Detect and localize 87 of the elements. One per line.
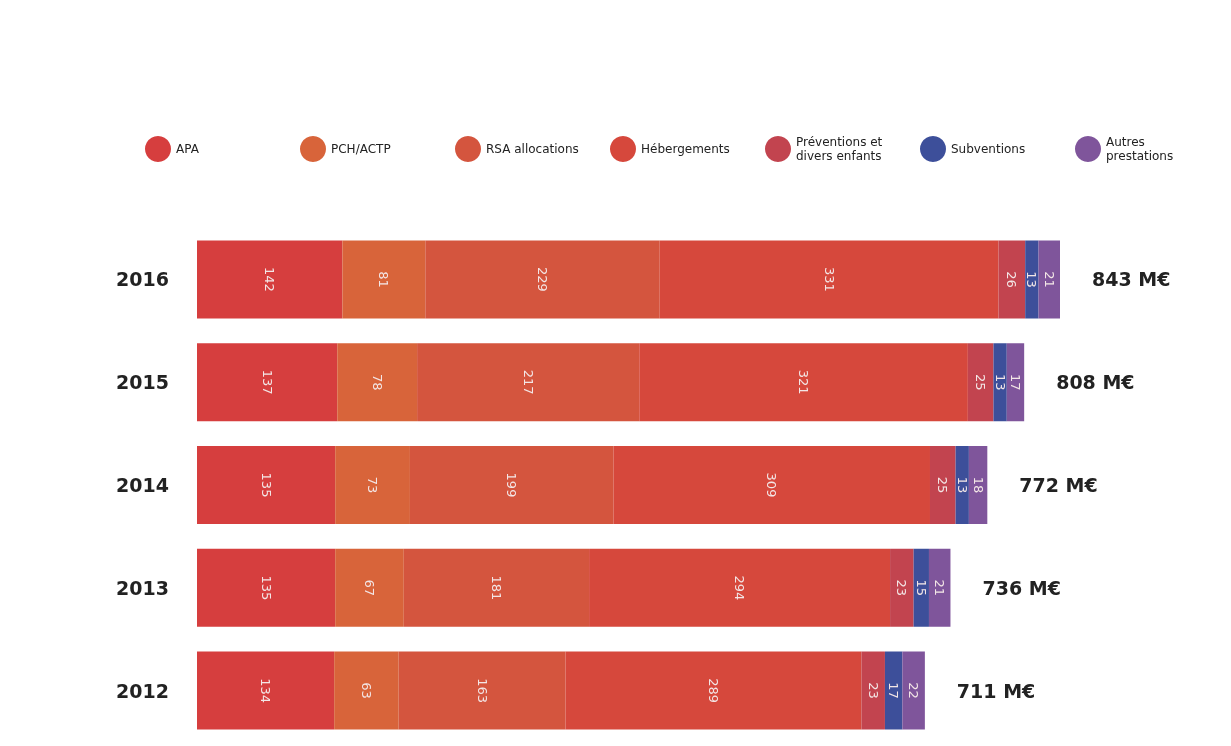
y-tick-label: 2015 [116,371,169,394]
bar [589,548,891,627]
bar [993,343,1007,422]
legend-label: RSA allocations [486,142,579,156]
bar [890,548,914,627]
bar [335,548,404,627]
data-label: 135 [258,472,274,498]
data-label: 18 [970,476,986,494]
legend-label: Hébergements [641,142,730,156]
y-tick-label: 2013 [116,576,169,599]
bar [425,240,660,319]
data-label: 25 [973,373,989,391]
bar [902,651,925,730]
y-tick-label: 2016 [116,268,169,291]
data-label: 135 [258,575,274,601]
total-label: 808 M€ [1056,371,1135,394]
data-label: 13 [992,373,1008,391]
data-label: 21 [1041,271,1057,288]
y-tick-label: 2014 [116,474,169,496]
total-label: 711 M€ [956,679,1036,702]
bar [967,343,994,422]
data-label: 137 [259,369,275,395]
legend-label: PCH/ACTP [331,142,391,156]
data-label: 309 [764,472,780,498]
data-label: 67 [362,579,377,597]
bar [1025,240,1039,319]
data-label: 17 [1007,373,1023,391]
bar [197,446,336,524]
bar [197,343,338,422]
bar [998,240,1026,319]
bar [968,446,988,524]
data-label: 13 [1024,271,1040,288]
bar [659,240,999,319]
data-label: 17 [886,682,902,699]
bar [955,446,969,524]
data-label: 73 [365,476,381,494]
data-label: 181 [488,575,504,601]
total-label: 843 M€ [1092,268,1171,291]
data-label: 134 [258,678,274,704]
data-label: 23 [865,682,881,699]
bar [403,548,590,627]
data-label: 23 [894,579,910,597]
y-tick-label: 2012 [116,679,169,702]
data-label: 199 [504,472,520,498]
bar [335,446,410,524]
legend-label: APA [176,142,200,156]
legend-label: Autres prestations [1106,135,1174,163]
data-label: 289 [705,678,721,704]
bar [197,240,343,319]
data-label: 217 [520,369,536,395]
bar [1006,343,1025,422]
bar [337,343,418,422]
bar [398,651,566,730]
data-label: 63 [358,682,374,699]
bar [565,651,862,730]
data-label: 229 [535,266,551,292]
bar [639,343,968,422]
data-label: 15 [913,579,929,597]
bar [417,343,640,422]
bar [913,548,929,627]
bar [928,548,951,627]
data-label: 81 [376,271,392,288]
bar [197,651,335,730]
bar [197,548,336,627]
data-label: 294 [732,575,748,601]
data-label: 21 [932,579,948,597]
data-label: 25 [935,476,951,494]
total-label: 772 M€ [1019,474,1098,496]
bar [342,240,426,319]
data-label: 163 [474,678,490,704]
data-label: 321 [796,369,812,395]
bar [613,446,930,524]
bar [861,651,885,730]
total-label: 736 M€ [982,576,1061,599]
data-label: 78 [369,373,385,391]
bar [334,651,399,730]
legend-label: Subventions [951,142,1026,156]
data-label: 13 [954,476,970,494]
bar [1038,240,1060,319]
data-label: 22 [906,682,922,699]
data-label: 331 [821,266,837,292]
bar [884,651,903,730]
data-label: 142 [262,266,278,292]
legend-label: Préventions et divers enfants [796,135,887,163]
bar [409,446,614,524]
bar [929,446,956,524]
data-label: 26 [1004,271,1020,288]
